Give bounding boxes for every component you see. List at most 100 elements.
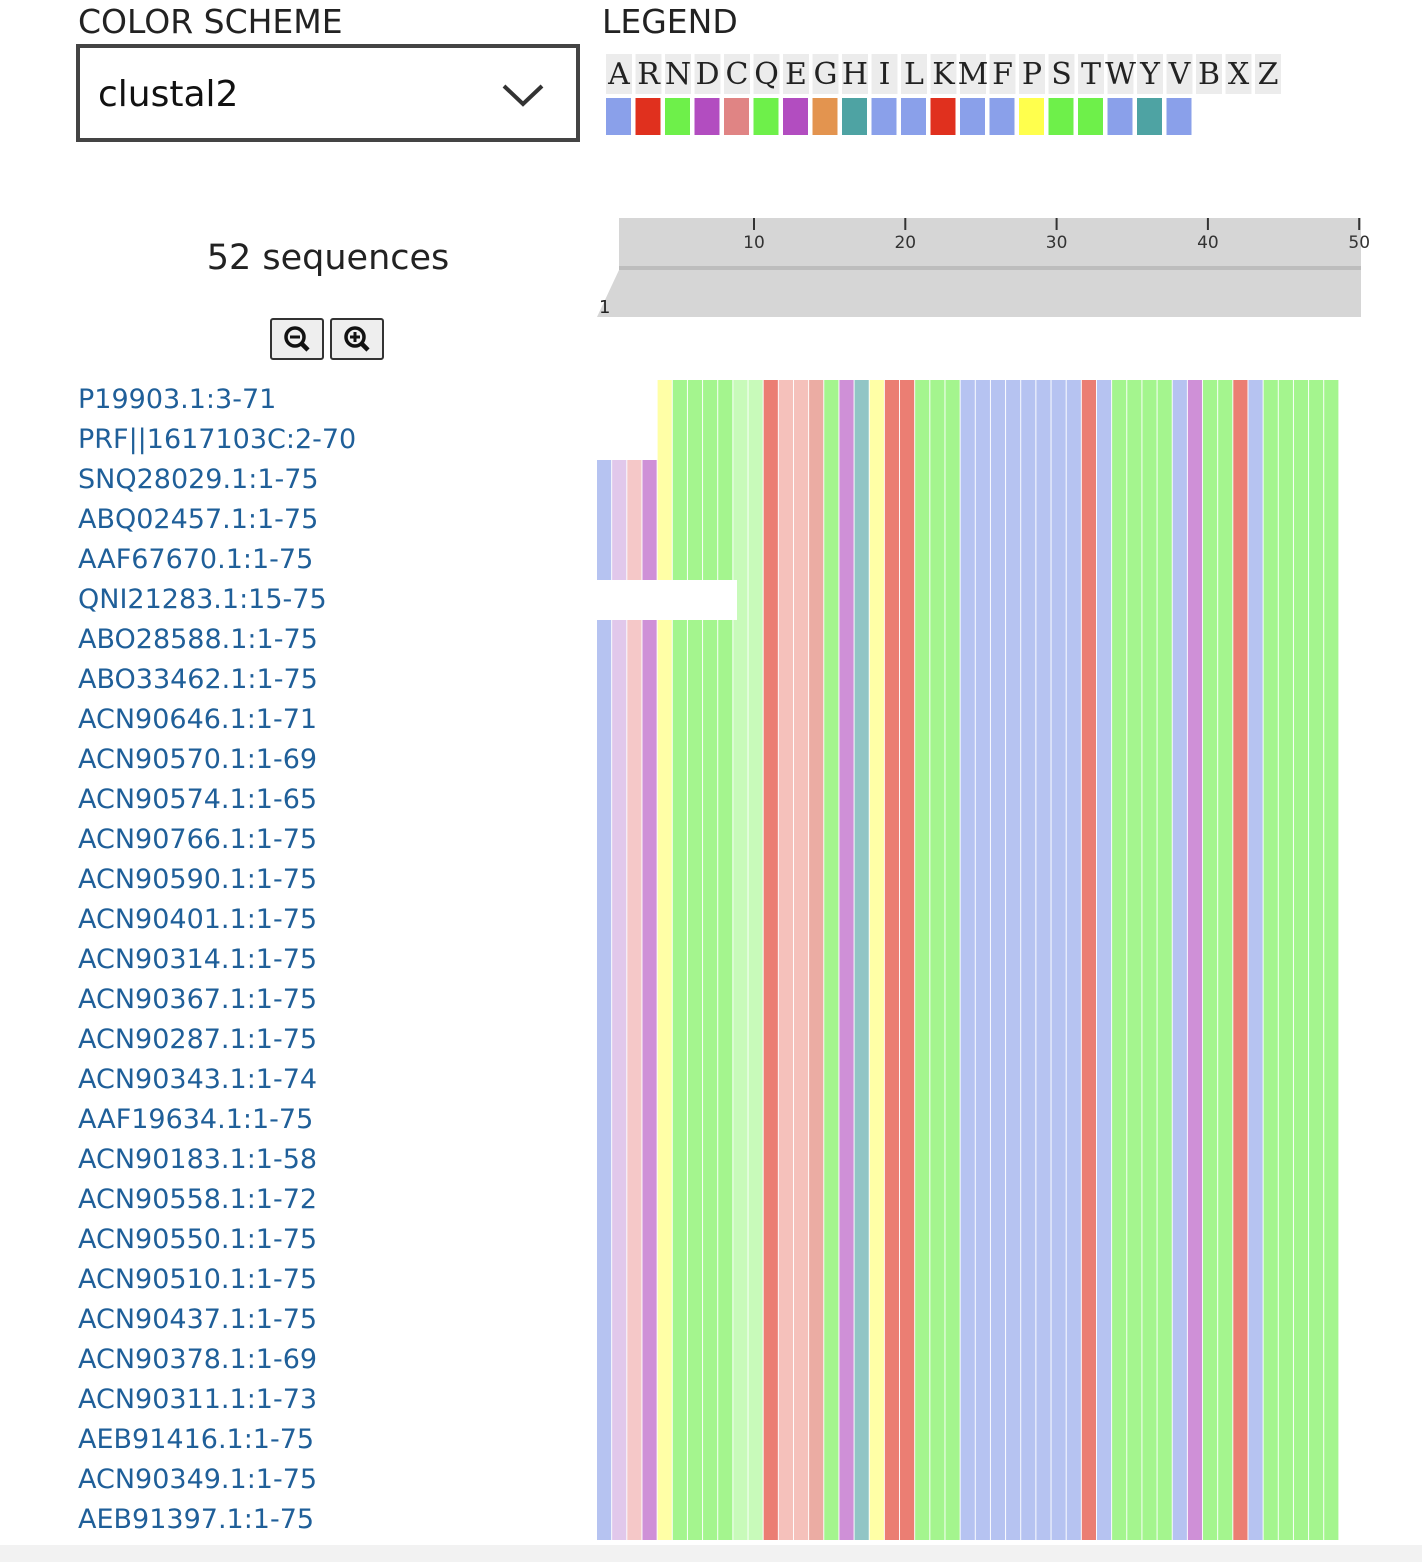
sequence-name[interactable]: ACN90590.1:1-75 [78, 864, 318, 895]
sequence-name[interactable]: P19903.1:3-71 [78, 384, 277, 415]
legend-letter: R [637, 57, 661, 92]
legend-letter-bg [960, 54, 986, 94]
ruler-tick-label: 10 [743, 233, 765, 253]
legend-letter-bg [812, 54, 839, 94]
sequence-name[interactable]: SNQ28029.1:1-75 [78, 464, 319, 495]
alignment-column [990, 380, 1006, 1540]
alignment-column [900, 380, 915, 1540]
sequence-name[interactable]: AEB91416.1:1-75 [78, 1424, 315, 1455]
legend-letter: C [726, 57, 749, 92]
ruler-tick-label: 20 [894, 233, 916, 253]
legend-swatch [1107, 98, 1133, 135]
sequence-name[interactable]: ACN90183.1:1-58 [78, 1144, 318, 1175]
sequence-name[interactable]: ACN90766.1:1-75 [78, 824, 318, 855]
sequence-name[interactable]: ACN90343.1:1-74 [78, 1064, 318, 1095]
sequence-name[interactable]: ABO33462.1:1-75 [78, 664, 318, 695]
legend-letter-bg [606, 54, 632, 94]
sequence-count: 52 sequences [206, 238, 450, 278]
alignment-column [763, 380, 778, 1540]
sequence-name[interactable]: ACN90401.1:1-75 [78, 904, 318, 935]
alignment-column [1066, 380, 1081, 1540]
sequence-name[interactable]: ACN90574.1:1-65 [78, 784, 318, 815]
legend-letter-bg [1255, 54, 1281, 94]
alignment-column [960, 380, 975, 1540]
ruler-tick-label: 30 [1046, 233, 1068, 253]
sequence-name[interactable]: ABQ02457.1:1-75 [78, 504, 319, 535]
alignment-column [1218, 380, 1233, 1540]
sequence-name[interactable]: ACN90349.1:1-75 [78, 1464, 318, 1495]
sequence-name[interactable]: ACN90378.1:1-69 [78, 1344, 318, 1375]
chevron [502, 84, 544, 107]
legend-letter: F [992, 57, 1013, 92]
sequence-name[interactable]: ACN90550.1:1-75 [78, 1224, 318, 1255]
sequence-name[interactable]: AAF67670.1:1-75 [78, 544, 314, 575]
alignment-column [597, 380, 612, 1540]
sequence-name[interactable]: ACN90510.1:1-75 [78, 1264, 318, 1295]
legend-letter: W [1105, 57, 1136, 92]
legend-letter-bg [842, 54, 868, 94]
alignment-column [1142, 380, 1157, 1540]
alignment-column [703, 380, 718, 1540]
color-scheme-select[interactable]: clustal2 [76, 44, 580, 142]
sequence-name[interactable]: ABO28588.1:1-75 [78, 624, 318, 655]
sequence-name[interactable]: ACN90646.1:1-71 [78, 704, 318, 735]
legend-letter-bg [901, 54, 927, 94]
alignment-column [824, 380, 839, 1540]
alignment-column [1187, 380, 1203, 1540]
alignment-column [809, 380, 824, 1540]
legend-letter: H [842, 57, 868, 92]
sequence-name[interactable]: PRF||1617103C:2-70 [78, 424, 357, 455]
alignment-gap [597, 580, 737, 620]
sequence-name[interactable]: ACN90558.1:1-72 [78, 1184, 318, 1215]
legend-letter-bg [1137, 54, 1163, 94]
alignment-column [1293, 380, 1309, 1540]
legend-letter-bg [1048, 54, 1075, 94]
legend-letter: K [932, 57, 955, 92]
sequence-name[interactable]: AEB91397.1:1-75 [78, 1504, 315, 1535]
alignment-column [687, 380, 703, 1540]
legend-letter-bg [1196, 54, 1222, 94]
sequence-name[interactable]: ACN90367.1:1-75 [78, 984, 318, 1015]
legend-letter-bg [724, 54, 750, 94]
legend-letter-bg [1225, 54, 1252, 94]
alignment-column [1233, 380, 1248, 1540]
legend-swatch [783, 98, 808, 135]
select-value: clustal2 [98, 74, 239, 115]
alignment-column [1096, 380, 1112, 1540]
alignment-column [657, 380, 672, 1540]
alignment-column [915, 380, 930, 1540]
sequence-name[interactable]: ACN90311.1:1-73 [78, 1384, 318, 1415]
legend-letter: G [814, 57, 838, 92]
alignment-column [1263, 380, 1278, 1540]
sequence-name[interactable]: ACN90570.1:1-69 [78, 744, 318, 775]
legend-swatch [724, 98, 749, 135]
legend-letter: X [1228, 57, 1250, 92]
sequence-name[interactable]: ACN90437.1:1-75 [78, 1304, 318, 1335]
legend-swatch [1166, 98, 1192, 135]
legend-letter-bg [753, 54, 780, 94]
legend-letter-bg [694, 54, 721, 94]
zoom-in-button[interactable] [330, 318, 384, 360]
legend-swatch [606, 98, 631, 135]
sequence-name[interactable]: AAF19634.1:1-75 [78, 1104, 314, 1135]
alignment-column [1309, 380, 1324, 1540]
alignment-column [930, 380, 945, 1540]
alignment-gap [597, 380, 657, 460]
alignment-column [839, 380, 854, 1540]
sequence-name[interactable]: ACN90287.1:1-75 [78, 1024, 318, 1055]
sequence-name[interactable]: QNI21283.1:15-75 [78, 584, 327, 615]
legend-swatch [1137, 98, 1162, 135]
legend-swatch [694, 98, 720, 135]
zoom-out-button[interactable] [270, 318, 324, 360]
alignment-column [1036, 380, 1051, 1540]
legend-title: LEGEND [602, 2, 738, 41]
legend-letter-bg [1019, 54, 1045, 94]
sequence-name[interactable]: ACN90314.1:1-75 [78, 944, 318, 975]
legend-swatch [989, 98, 1015, 135]
legend-letter: Q [754, 57, 779, 92]
legend-letter: S [1051, 57, 1072, 92]
legend-letter: L [904, 57, 924, 92]
alignment-column [1172, 380, 1187, 1540]
legend-letter-bg [930, 54, 957, 94]
alignment-column [733, 380, 748, 1540]
